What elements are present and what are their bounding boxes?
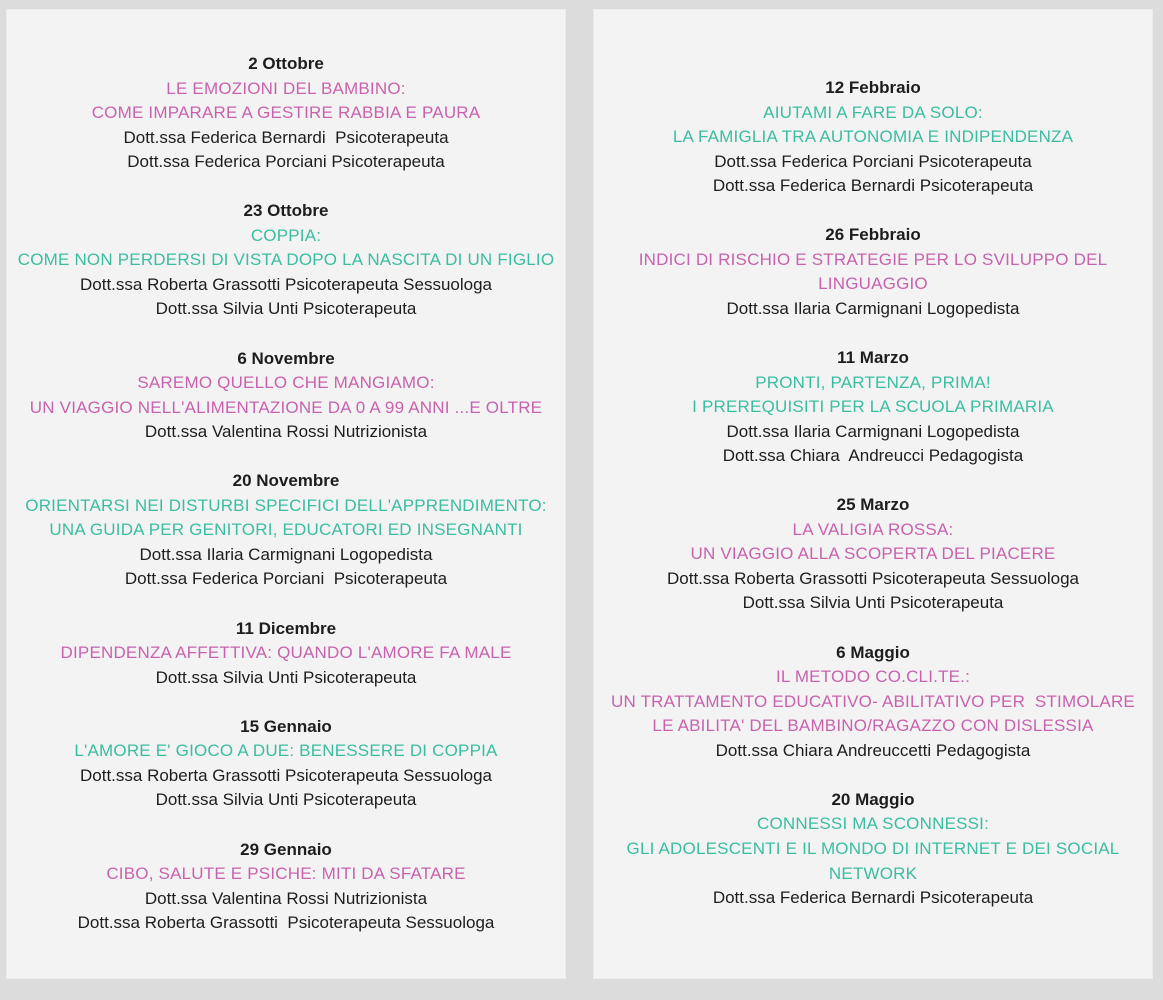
- event-title-line: UN VIAGGIO ALLA SCOPERTA DEL PIACERE: [690, 544, 1056, 564]
- event-title-line: I PREREQUISITI PER LA SCUOLA PRIMARIA: [692, 397, 1054, 417]
- event-date: 26 Febbraio: [825, 225, 921, 245]
- event-date: 20 Maggio: [831, 789, 915, 809]
- event-date: 11 Dicembre: [235, 618, 337, 638]
- event-speaker: Dott.ssa Valentina Rossi Nutrizionista: [144, 422, 428, 442]
- event-block: 11 Dicembre DIPENDENZA AFFETTIVA: QUANDO …: [7, 617, 565, 691]
- event-date: 11 Marzo: [837, 348, 909, 368]
- event-title-line: LINGUAGGIO: [818, 274, 928, 294]
- event-speaker: Dott.ssa Ilaria Carmignani Logopedista: [726, 298, 1020, 318]
- event-speaker: Dott.ssa Roberta Grassotti Psicoterapeut…: [80, 274, 492, 294]
- event-block: 26 Febbraio INDICI DI RISCHIO E STRATEGIE…: [594, 223, 1152, 321]
- event-title-line: NETWORK: [828, 863, 918, 883]
- event-speaker: Dott.ssa Silvia Unti Psicoterapeuta: [155, 299, 417, 319]
- event-speaker: Dott.ssa Ilaria Carmignani Logopedista: [726, 421, 1020, 441]
- event-title-line: COME IMPARARE A GESTIRE RABBIA E PAURA: [91, 103, 481, 123]
- event-title-line: COME NON PERDERSI DI VISTA DOPO LA NASCI…: [17, 250, 555, 270]
- event-block: 25 Marzo LA VALIGIA ROSSA: UN VIAGGIO ALLA…: [594, 493, 1152, 616]
- event-block: 20 Maggio CONNESSI MA SCONNESSI: GLI ADOLE…: [594, 788, 1152, 911]
- event-date: 2 Ottobre: [248, 54, 324, 73]
- event-title-line: GLI ADOLESCENTI E IL MONDO DI INTERNET E…: [626, 838, 1120, 858]
- event-speaker: Dott.ssa Federica Bernardi Psicoterapeut…: [123, 127, 449, 147]
- event-title-line: LA FAMIGLIA TRA AUTONOMIA E INDIPENDENZA: [672, 127, 1074, 147]
- event-date: 12 Febbraio: [825, 78, 921, 97]
- event-title-line: ORIENTARSI NEI DISTURBI SPECIFICI DELL'A…: [25, 495, 547, 515]
- event-title-line: AIUTAMI A FARE DA SOLO:: [763, 102, 983, 122]
- event-speaker: Dott.ssa Silvia Unti Psicoterapeuta: [742, 593, 1004, 613]
- event-date: 23 Ottobre: [243, 201, 329, 221]
- event-speaker: Dott.ssa Chiara Andreucci Pedagogista: [722, 446, 1024, 466]
- event-block: 11 Marzo PRONTI, PARTENZA, PRIMA! I PREREQ…: [594, 346, 1152, 469]
- event-title-line: LE ABILITA' DEL BAMBINO/RAGAZZO CON DISL…: [652, 716, 1094, 736]
- event-title-line: CIBO, SALUTE E PSICHE: MITI DA SFATARE: [106, 864, 466, 884]
- event-title-line: LA VALIGIA ROSSA:: [792, 519, 954, 539]
- event-speaker: Dott.ssa Roberta Grassotti Psicoterapeut…: [80, 765, 492, 785]
- event-block: 2 Ottobre LE EMOZIONI DEL BAMBINO: COME IM…: [7, 52, 565, 175]
- event-speaker: Dott.ssa Roberta Grassotti Psicoterapeut…: [77, 913, 495, 933]
- event-block: 12 Febbraio AIUTAMI A FARE DA SOLO: LA FAM…: [594, 76, 1152, 199]
- event-title-line: DIPENDENZA AFFETTIVA: QUANDO L'AMORE FA …: [60, 643, 512, 663]
- event-title-line: LE EMOZIONI DEL BAMBINO:: [166, 78, 406, 98]
- event-speaker: Dott.ssa Silvia Unti Psicoterapeuta: [155, 790, 417, 810]
- event-title-line: INDICI DI RISCHIO E STRATEGIE PER LO SVI…: [638, 249, 1108, 269]
- event-block: 15 Gennaio L'AMORE E' GIOCO A DUE: BENESS…: [7, 715, 565, 813]
- event-speaker: Dott.ssa Silvia Unti Psicoterapeuta: [155, 667, 417, 687]
- event-title-line: UNA GUIDA PER GENITORI, EDUCATORI ED INS…: [49, 520, 523, 540]
- event-speaker: Dott.ssa Valentina Rossi Nutrizionista: [144, 888, 428, 908]
- event-speaker: Dott.ssa Federica Bernardi Psicoterapeut…: [712, 176, 1034, 196]
- event-title-line: UN VIAGGIO NELL'ALIMENTAZIONE DA 0 A 99 …: [29, 397, 543, 417]
- event-date: 25 Marzo: [836, 495, 910, 515]
- event-block: 20 Novembre ORIENTARSI NEI DISTURBI SPECI…: [7, 469, 565, 592]
- event-block: 6 Novembre SAREMO QUELLO CHE MANGIAMO: UN …: [7, 347, 565, 445]
- event-speaker: Dott.ssa Federica Porciani Psicoterapeut…: [127, 152, 445, 172]
- event-speaker: Dott.ssa Roberta Grassotti Psicoterapeut…: [667, 568, 1079, 588]
- event-date: 15 Gennaio: [240, 716, 332, 736]
- event-title-line: COPPIA:: [250, 225, 322, 245]
- event-speaker: Dott.ssa Chiara Andreuccetti Pedagogista: [715, 740, 1031, 760]
- event-block: 29 Gennaio CIBO, SALUTE E PSICHE: MITI DA…: [7, 838, 565, 936]
- page-left: 2 Ottobre LE EMOZIONI DEL BAMBINO: COME IM…: [7, 10, 565, 978]
- event-date: 6 Maggio: [836, 642, 910, 662]
- event-date: 20 Novembre: [232, 471, 340, 491]
- event-title-line: L'AMORE E' GIOCO A DUE: BENESSERE DI COP…: [74, 741, 498, 761]
- event-block: 23 Ottobre COPPIA: COME NON PERDERSI DI VI…: [7, 199, 565, 322]
- page-right: 12 Febbraio AIUTAMI A FARE DA SOLO: LA FAM…: [594, 10, 1152, 978]
- event-date: 6 Novembre: [237, 348, 335, 368]
- event-title-line: PRONTI, PARTENZA, PRIMA!: [755, 372, 991, 392]
- event-title-line: IL METODO CO.CLI.TE.:: [775, 667, 971, 687]
- event-speaker: Dott.ssa Federica Porciani Psicoterapeut…: [124, 569, 448, 589]
- event-date: 29 Gennaio: [240, 839, 332, 859]
- event-block: 6 Maggio IL METODO CO.CLI.TE.: UN TRATTAME…: [594, 641, 1152, 764]
- event-title-line: CONNESSI MA SCONNESSI:: [756, 814, 990, 834]
- event-speaker: Dott.ssa Ilaria Carmignani Logopedista: [139, 544, 433, 564]
- event-title-line: SAREMO QUELLO CHE MANGIAMO:: [137, 373, 435, 393]
- event-title-line: UN TRATTAMENTO EDUCATIVO- ABILITATIVO PE…: [611, 691, 1135, 711]
- event-speaker: Dott.ssa Federica Porciani Psicoterapeut…: [714, 151, 1032, 171]
- event-speaker: Dott.ssa Federica Bernardi Psicoterapeut…: [712, 888, 1034, 908]
